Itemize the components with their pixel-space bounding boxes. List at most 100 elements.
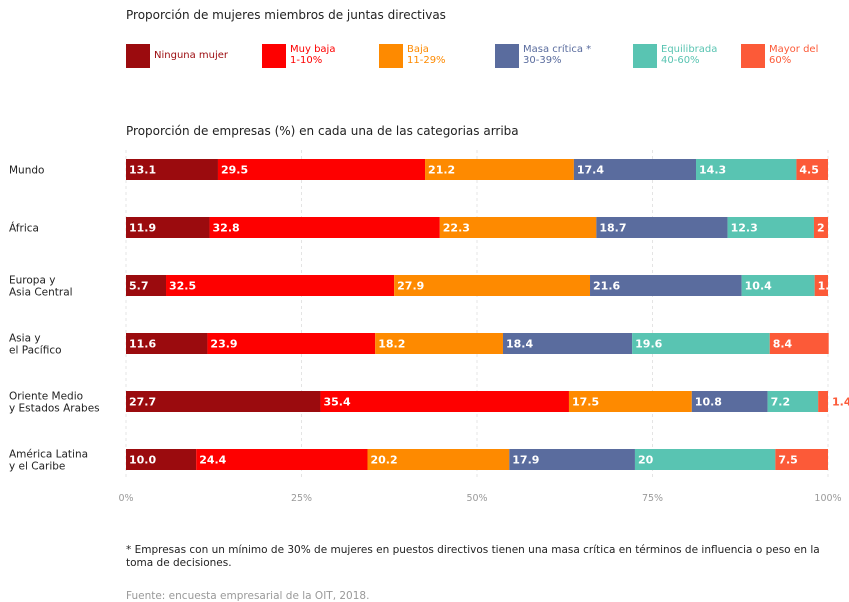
data-label: 11.9 — [129, 222, 156, 235]
data-label: 10.0 — [129, 454, 156, 467]
legend-label-line2: 60% — [769, 55, 792, 66]
bar-segment — [367, 449, 510, 470]
category-label: Mundo — [9, 165, 44, 177]
data-label: 18.4 — [506, 338, 533, 351]
category-label: y el Caribe — [9, 461, 65, 473]
legend-label-line1: Baja — [407, 44, 429, 55]
data-label: 1.9 — [818, 280, 838, 293]
data-label: 20 — [638, 454, 654, 467]
bar-segment — [596, 217, 728, 238]
data-label: 27.9 — [397, 280, 424, 293]
legend-label: Baja 11-29% — [407, 44, 446, 66]
bar-segment — [126, 333, 208, 354]
bar-segment — [425, 159, 574, 180]
footnote: * Empresas con un mínimo de 30% de mujer… — [126, 544, 820, 569]
legend-swatch — [262, 44, 286, 68]
bar-segment — [320, 391, 569, 412]
legend-swatch — [495, 44, 519, 68]
bar-segment — [126, 391, 321, 412]
legend-label-line1: Muy baja — [290, 44, 336, 55]
chart-title: Proporción de empresas (%) en cada una d… — [126, 124, 519, 138]
category-label: África — [9, 222, 39, 235]
legend-swatch — [126, 44, 150, 68]
bar-segment — [590, 275, 742, 296]
data-label: 12.3 — [731, 222, 758, 235]
bar-segment — [166, 275, 395, 296]
bar-segment — [814, 275, 828, 296]
category-label: Oriente Medio — [9, 391, 83, 403]
data-label: 2 — [817, 222, 825, 235]
bar-segment — [196, 449, 368, 470]
bar-segment — [126, 275, 167, 296]
data-label: 20.2 — [370, 454, 397, 467]
legend-label-line2: 30-39% — [523, 55, 562, 66]
legend-label: Masa crítica * 30-39% — [523, 44, 591, 66]
data-label: 8.4 — [773, 338, 793, 351]
bar-segment — [775, 449, 828, 470]
source-note: Fuente: encuesta empresarial de la OIT, … — [126, 590, 370, 602]
bar-segment — [634, 449, 776, 470]
data-label: 21.2 — [428, 164, 455, 177]
data-label: 22.3 — [443, 222, 470, 235]
bar-segment — [509, 449, 635, 470]
bar-segment — [568, 391, 692, 412]
bar-segment — [818, 391, 828, 412]
bar-segment — [394, 275, 591, 296]
bar-segment — [126, 159, 218, 180]
x-tick-label: 25% — [291, 493, 312, 504]
data-label: 24.4 — [199, 454, 226, 467]
bar-segment — [813, 217, 828, 238]
data-label: 7.5 — [778, 454, 798, 467]
category-label: el Pacífico — [9, 345, 62, 357]
data-label: 27.7 — [129, 396, 156, 409]
data-label: 5.7 — [129, 280, 149, 293]
bar-segment — [217, 159, 426, 180]
legend-label: Ninguna mujer — [154, 50, 228, 61]
data-label: 21.6 — [593, 280, 620, 293]
legend-label-line1: Mayor del — [769, 44, 819, 55]
bar-segment — [502, 333, 633, 354]
data-label: 18.2 — [378, 338, 405, 351]
legend-title: Proporción de mujeres miembros de juntas… — [126, 8, 446, 22]
legend-swatch — [633, 44, 657, 68]
data-label: 13.1 — [129, 164, 156, 177]
data-label: 11.6 — [129, 338, 156, 351]
category-label: Asia Central — [9, 287, 73, 299]
bar-segment — [741, 275, 815, 296]
legend-swatch — [741, 44, 765, 68]
legend-label-line1: Ninguna mujer — [154, 50, 229, 61]
bar-segment — [727, 217, 814, 238]
data-label: 19.6 — [635, 338, 662, 351]
data-label: 17.5 — [572, 396, 599, 409]
data-label: 17.9 — [512, 454, 539, 467]
bar-segment — [691, 391, 768, 412]
data-label: 32.5 — [169, 280, 196, 293]
data-label: 7.2 — [771, 396, 791, 409]
data-label: 18.7 — [599, 222, 626, 235]
category-label: Asia y — [9, 333, 41, 345]
data-label: 14.3 — [699, 164, 726, 177]
bar-segment — [767, 391, 819, 412]
data-label: 10.4 — [745, 280, 772, 293]
x-tick-label: 0% — [118, 493, 133, 504]
data-label: 35.4 — [323, 396, 350, 409]
legend-label-line1: Equilibrada — [661, 44, 718, 55]
legend-label: Muy baja 1-10% — [290, 44, 335, 66]
bar-segment — [375, 333, 503, 354]
x-tick-label: 100% — [814, 493, 841, 504]
bar-segment — [126, 217, 210, 238]
x-tick-label: 50% — [466, 493, 487, 504]
data-label: 17.4 — [577, 164, 604, 177]
bar-segment — [573, 159, 697, 180]
legend-label-line2: 40-60% — [661, 55, 700, 66]
data-label: 29.5 — [221, 164, 248, 177]
data-label: 23.9 — [210, 338, 237, 351]
category-label: Europa y — [9, 275, 55, 287]
bar-segment — [207, 333, 376, 354]
data-label: 4.5 — [799, 164, 819, 177]
bar-segment — [769, 333, 829, 354]
legend-label-line2: 11-29% — [407, 55, 446, 66]
bar-segment — [126, 449, 197, 470]
legend-label: Mayor del 60% — [769, 44, 818, 66]
